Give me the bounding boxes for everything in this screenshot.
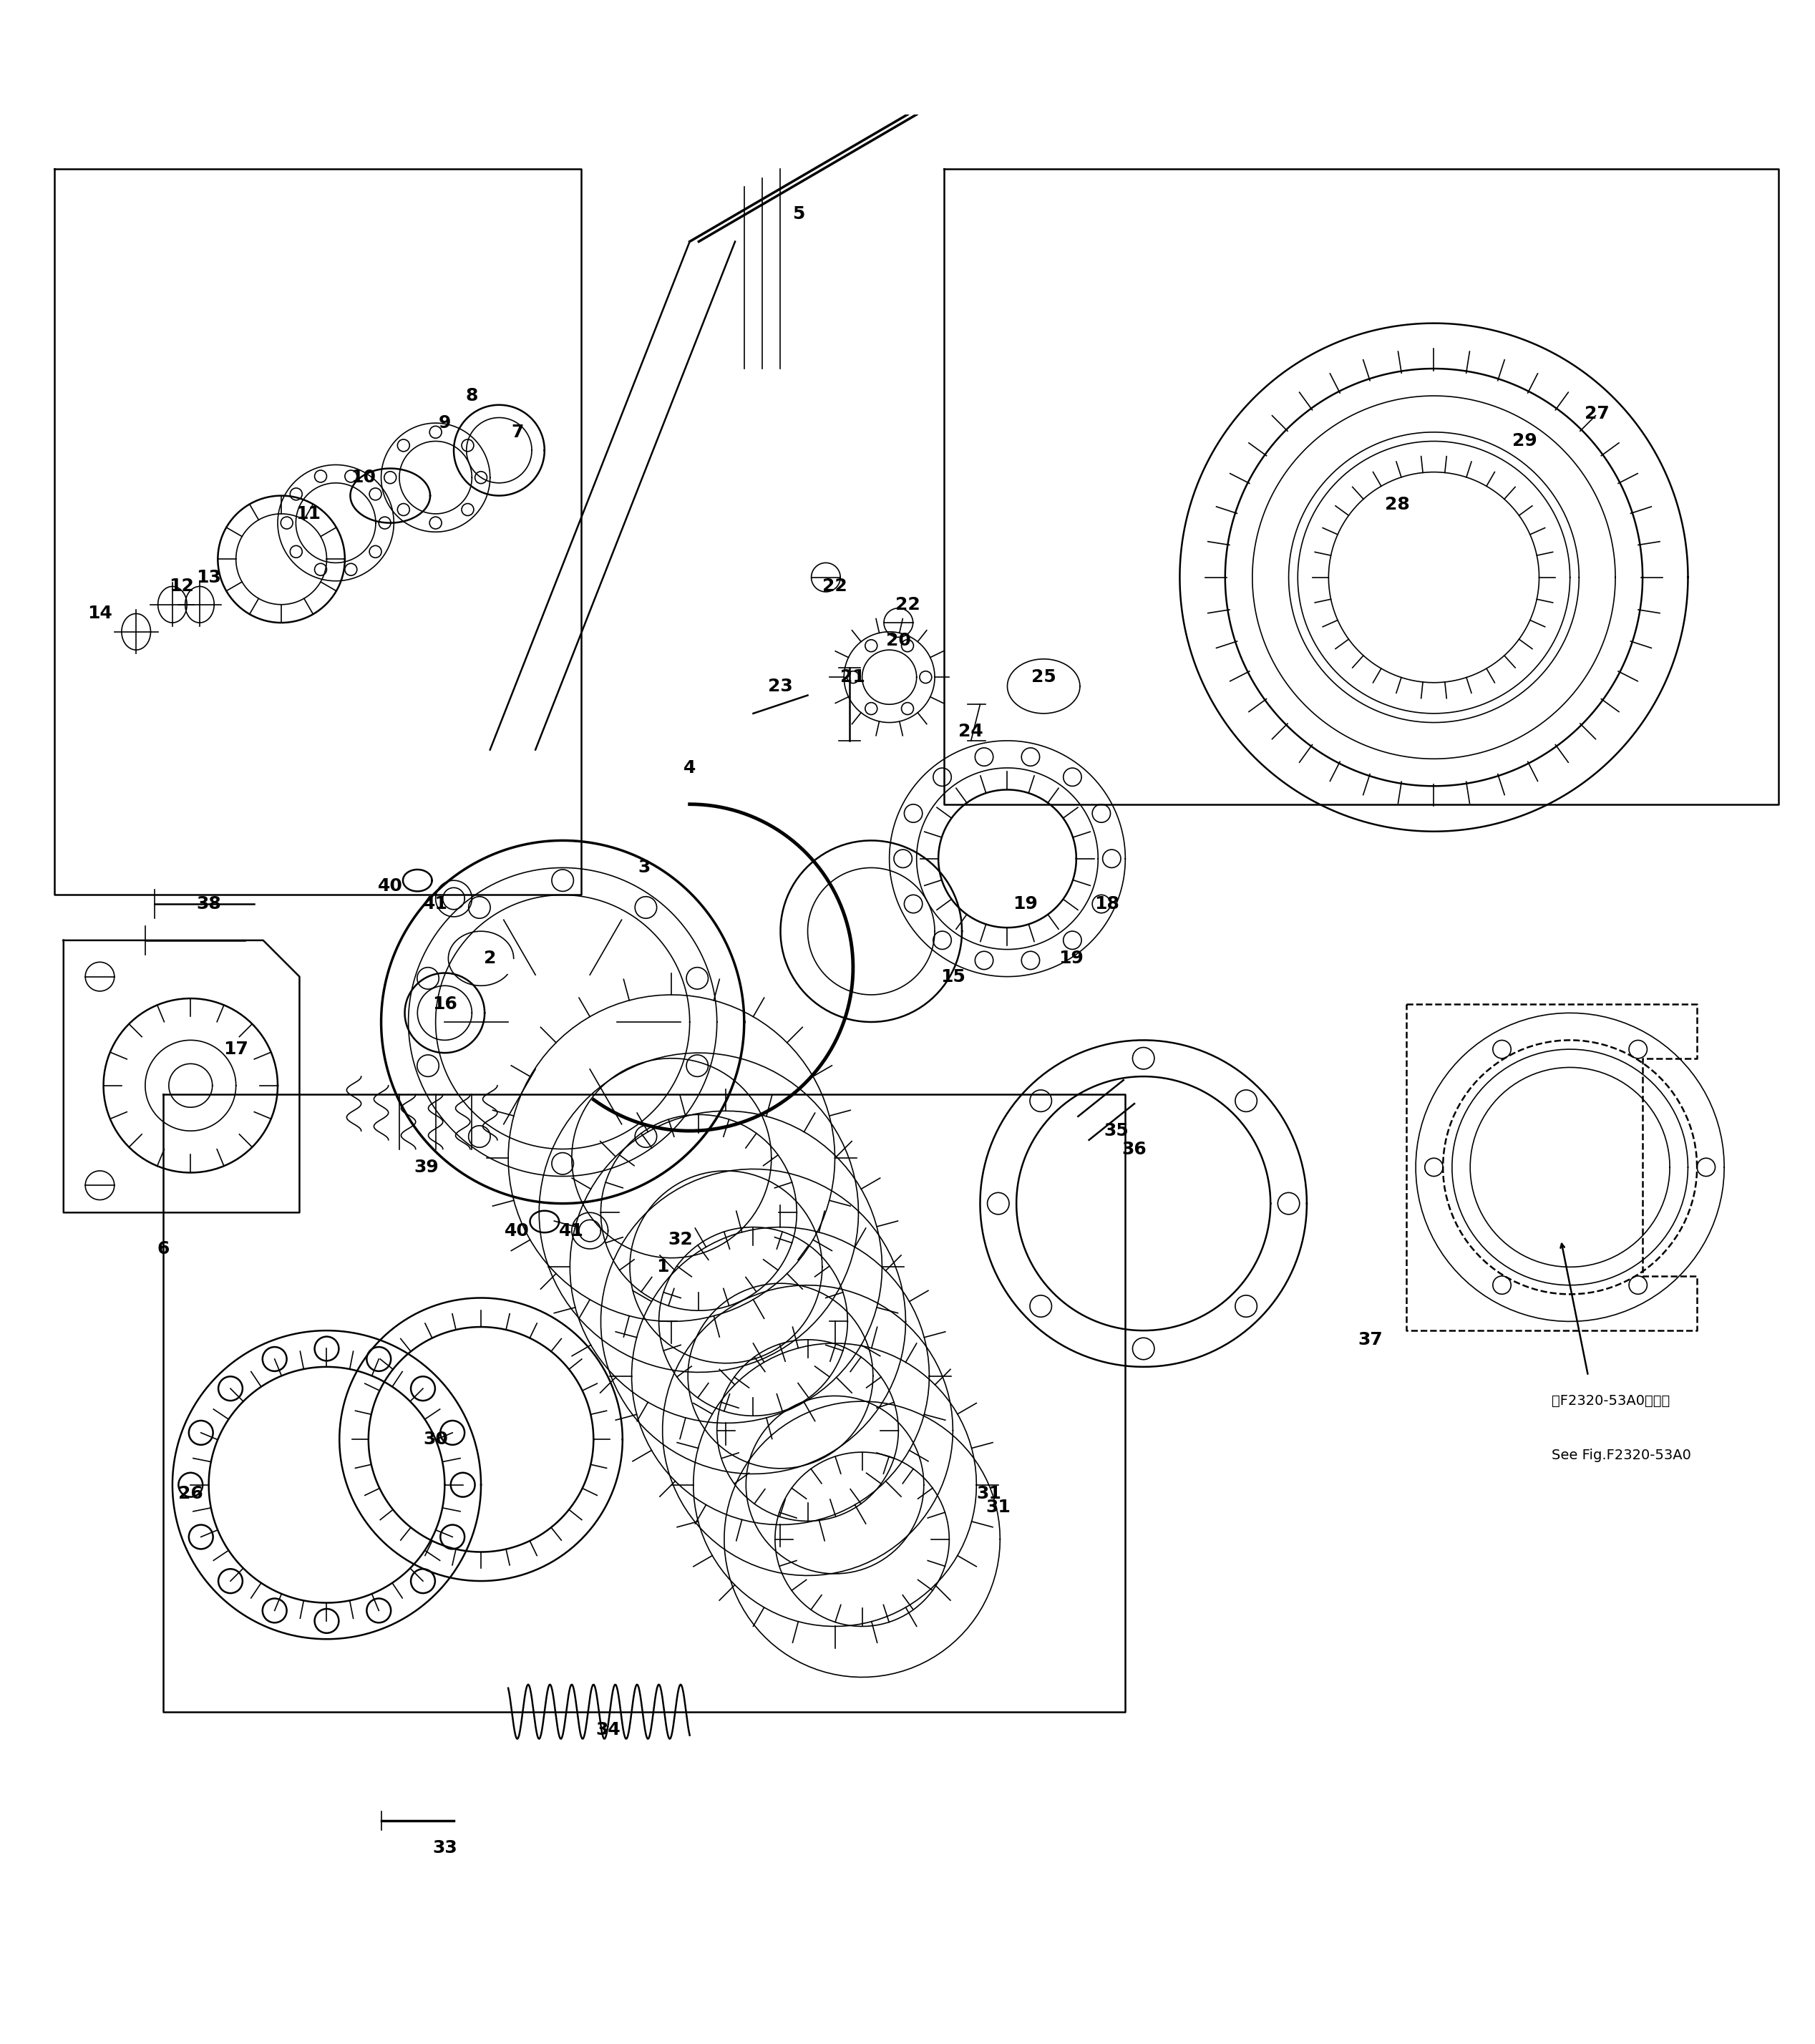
Text: 9: 9 [439,415,450,431]
Text: 1: 1 [657,1259,668,1275]
Text: 22: 22 [822,578,848,595]
Text: 25: 25 [1031,668,1056,685]
Text: 12: 12 [169,578,194,595]
Text: 15: 15 [940,969,966,985]
Text: 31: 31 [986,1498,1011,1515]
Text: 17: 17 [223,1040,249,1059]
Text: 27: 27 [1584,405,1610,423]
Text: 第F2320-53A0図参照: 第F2320-53A0図参照 [1552,1394,1670,1408]
Text: See Fig.F2320-53A0: See Fig.F2320-53A0 [1552,1449,1692,1461]
Text: 3: 3 [639,858,650,877]
Text: 40: 40 [378,877,403,895]
Text: 4: 4 [684,758,695,777]
Text: 35: 35 [1104,1122,1129,1139]
Text: 40: 40 [505,1222,530,1239]
Text: 2: 2 [485,950,495,967]
Text: 26: 26 [178,1486,203,1502]
Text: 5: 5 [793,206,804,223]
Text: 6: 6 [158,1241,169,1257]
Text: 32: 32 [668,1230,693,1249]
Text: 39: 39 [414,1159,439,1175]
Text: 19: 19 [1013,895,1038,912]
Text: 24: 24 [958,724,984,740]
Text: 16: 16 [432,995,457,1012]
Text: 14: 14 [87,605,113,621]
Text: 10: 10 [350,468,376,486]
Text: 34: 34 [595,1721,621,1739]
Text: 29: 29 [1512,433,1537,450]
Text: 37: 37 [1358,1331,1383,1349]
Text: 31: 31 [976,1486,1002,1502]
Text: 22: 22 [895,597,920,613]
Text: 41: 41 [559,1222,584,1239]
Text: 19: 19 [1058,950,1084,967]
Text: 30: 30 [423,1431,448,1447]
Text: 41: 41 [423,895,448,912]
Text: 18: 18 [1094,895,1120,912]
Text: 36: 36 [1122,1141,1147,1157]
Text: 20: 20 [886,632,911,650]
Text: 23: 23 [768,679,793,695]
Text: 8: 8 [466,386,477,405]
Text: 38: 38 [196,895,221,912]
Text: 28: 28 [1385,497,1410,513]
Text: 21: 21 [840,668,866,685]
Text: 13: 13 [196,568,221,587]
Text: 11: 11 [296,505,321,523]
Text: 33: 33 [432,1840,457,1856]
Text: 7: 7 [512,423,523,442]
